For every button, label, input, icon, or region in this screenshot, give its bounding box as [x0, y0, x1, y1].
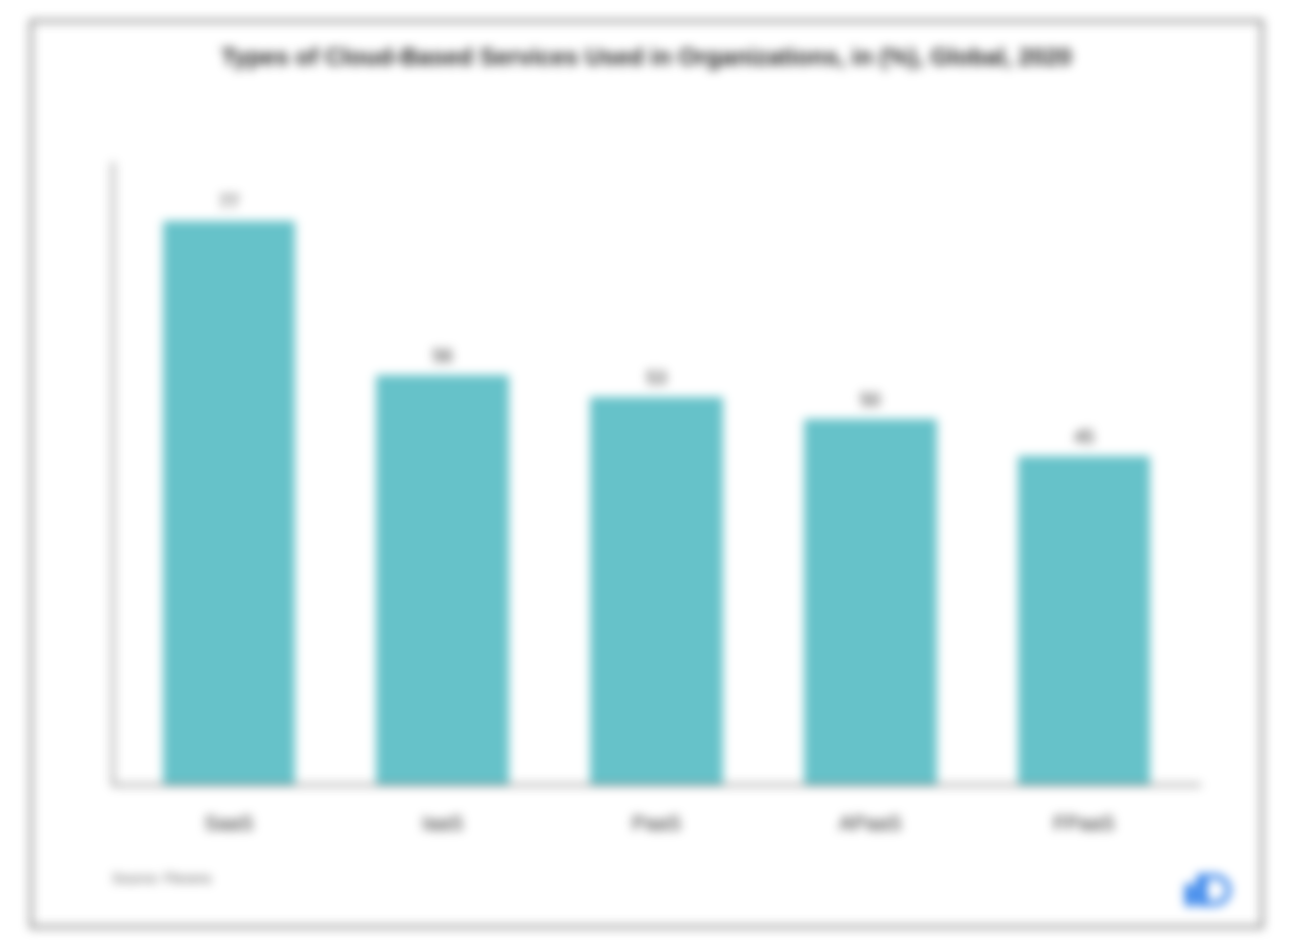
bar-rect: [590, 397, 723, 786]
bar-value-label: 56: [433, 346, 453, 367]
x-tick-label: IaaS: [336, 813, 550, 836]
x-tick-label: FPaaS: [977, 813, 1191, 836]
bar-rect: [376, 375, 509, 786]
bar-value-label: 50: [860, 390, 880, 411]
bars-container: 77 56 53 50 45: [112, 162, 1201, 786]
logo-bar-icon: [1185, 884, 1195, 906]
source-note: Source: Flexera: [112, 870, 211, 886]
plot-area: 77 56 53 50 45: [112, 162, 1201, 786]
x-tick-label: PaaS: [550, 813, 764, 836]
bar-rect: [804, 419, 937, 786]
logo-arc-icon: [1207, 874, 1231, 906]
chart-title: Types of Cloud-Based Services Used in Or…: [32, 22, 1261, 84]
chart-frame: Types of Cloud-Based Services Used in Or…: [30, 20, 1263, 928]
bar-rect: [163, 221, 296, 786]
bar-slot: 50: [763, 162, 977, 786]
x-tick-label: SaaS: [122, 813, 336, 836]
bar-value-label: 45: [1074, 427, 1094, 448]
x-axis-line: [112, 784, 1201, 786]
bar-slot: 53: [550, 162, 764, 786]
bar-slot: 56: [336, 162, 550, 786]
bar-slot: 77: [122, 162, 336, 786]
bar-rect: [1018, 456, 1151, 786]
x-axis-labels: SaaS IaaS PaaS APaaS FPaaS: [112, 813, 1201, 836]
x-tick-label: APaaS: [763, 813, 977, 836]
bar-value-label: 77: [219, 192, 239, 213]
bar-slot: 45: [977, 162, 1191, 786]
brand-logo-icon: [1185, 874, 1231, 906]
logo-bar-icon: [1197, 874, 1207, 906]
bar-value-label: 53: [646, 368, 666, 389]
